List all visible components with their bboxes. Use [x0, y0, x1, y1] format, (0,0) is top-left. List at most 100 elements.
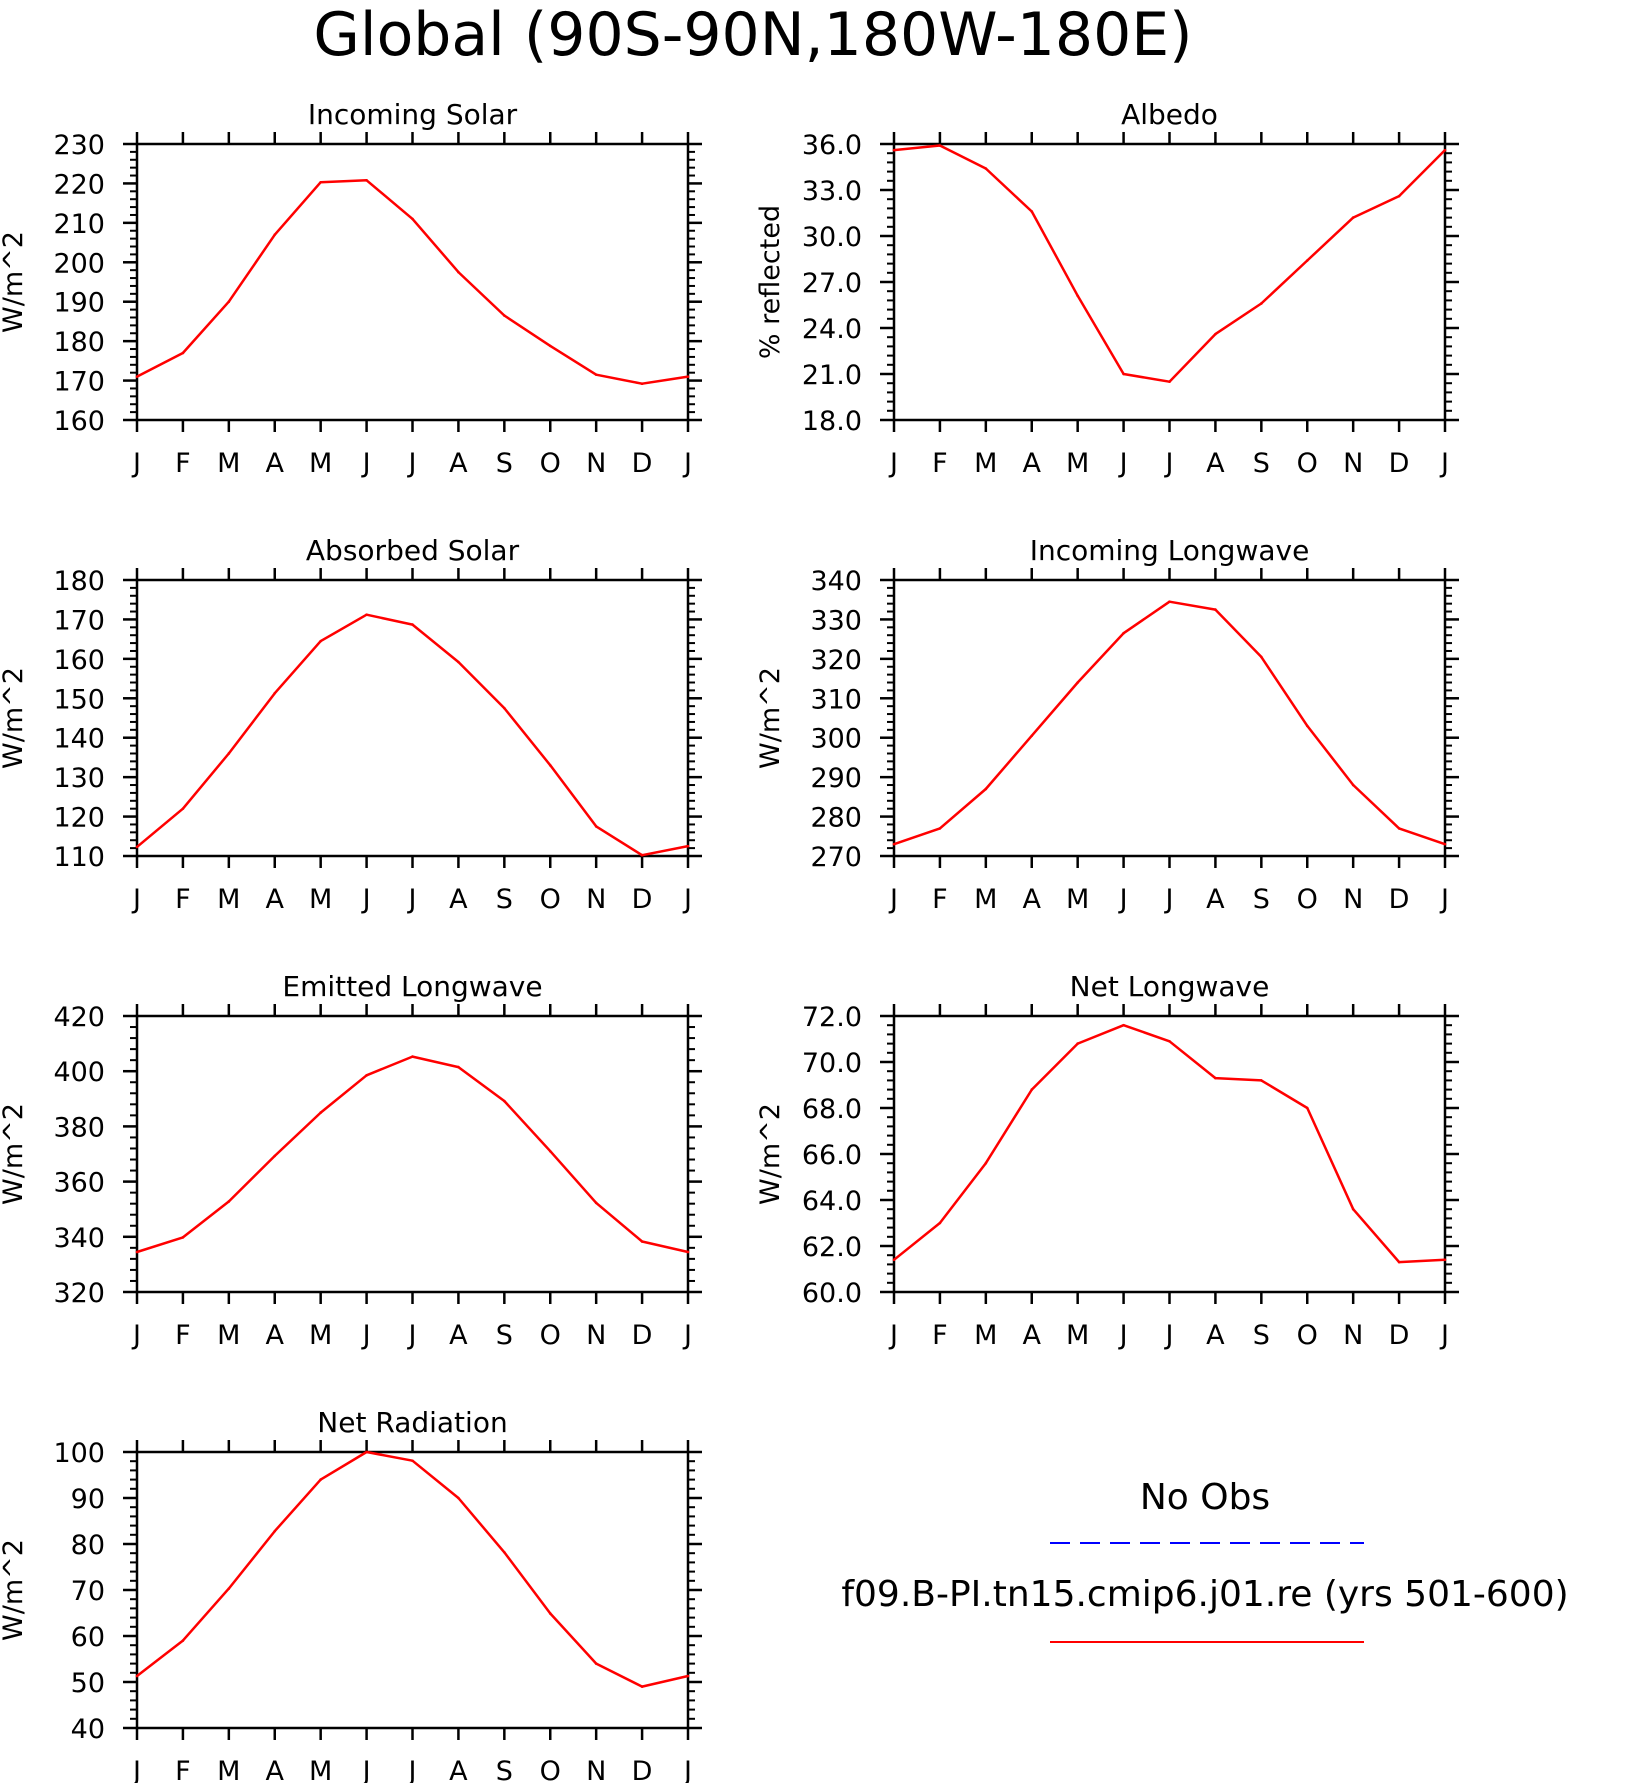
albedo-point	[1214, 332, 1217, 336]
x-tick-label: A	[266, 1320, 285, 1351]
emitted-longwave-ylabel: W/m^2	[0, 1103, 29, 1205]
x-tick-label: O	[540, 448, 561, 479]
emitted-longwave-point	[686, 1250, 690, 1254]
net-longwave-point	[1214, 1076, 1217, 1080]
y-tick-label: 300	[810, 724, 862, 755]
x-tick-label: S	[496, 1756, 513, 1783]
absorbed-solar-point	[365, 613, 368, 616]
net-radiation-point	[135, 1674, 139, 1678]
x-tick-label: A	[1206, 448, 1225, 479]
emitted-longwave-point	[273, 1154, 277, 1158]
emitted-longwave-point	[365, 1074, 368, 1077]
x-tick-label: J	[682, 1320, 692, 1351]
y-tick-label: 27.0	[802, 268, 862, 299]
x-tick-label: J	[1118, 884, 1128, 915]
y-tick-label: 320	[53, 1278, 105, 1309]
y-tick-label: 190	[53, 288, 105, 319]
y-tick-label: 380	[53, 1112, 105, 1143]
net-radiation-title: Net Radiation	[317, 1406, 507, 1439]
y-tick-label: 330	[810, 605, 862, 636]
net-radiation-point	[686, 1674, 690, 1678]
emitted-longwave-point	[457, 1065, 460, 1069]
net-longwave-point	[1168, 1040, 1171, 1043]
absorbed-solar-point	[319, 639, 322, 643]
x-tick-label: J	[1439, 448, 1449, 479]
y-tick-label: 280	[810, 803, 862, 834]
x-tick-label: J	[131, 1756, 141, 1783]
y-tick-label: 110	[53, 842, 105, 873]
x-tick-label: F	[932, 1320, 948, 1351]
net-longwave-point	[892, 1258, 896, 1262]
y-tick-label: 400	[53, 1057, 105, 1088]
albedo-point	[1351, 216, 1355, 219]
emitted-longwave-point	[594, 1201, 598, 1205]
x-tick-label: J	[682, 1756, 692, 1783]
y-tick-label: 230	[53, 130, 105, 161]
incoming-longwave-point	[892, 842, 896, 846]
albedo-point	[1260, 302, 1263, 305]
net-radiation-point	[273, 1529, 277, 1533]
x-tick-label: S	[1253, 884, 1270, 915]
albedo-ylabel: % reflected	[755, 205, 786, 359]
emitted-longwave-point	[181, 1236, 185, 1239]
absorbed-solar-point	[181, 807, 185, 810]
net-longwave-ylabel: W/m^2	[755, 1103, 786, 1205]
incoming-solar-point	[640, 382, 644, 386]
x-tick-label: J	[682, 884, 692, 915]
x-tick-label: A	[1206, 1320, 1225, 1351]
incoming-solar-point	[411, 217, 414, 221]
emitted-longwave-point	[548, 1149, 552, 1153]
x-tick-label: M	[1066, 448, 1089, 479]
incoming-longwave-point	[1305, 724, 1309, 728]
incoming-longwave-point	[1030, 734, 1034, 738]
net-longwave-series-line	[893, 1023, 1446, 1264]
albedo-point	[1443, 148, 1447, 152]
x-tick-label: A	[266, 884, 285, 915]
x-tick-label: S	[1253, 448, 1270, 479]
x-tick-label: M	[309, 1320, 332, 1351]
albedo-point	[984, 167, 988, 170]
y-tick-label: 30.0	[802, 222, 862, 253]
y-tick-label: 320	[810, 645, 862, 676]
net-radiation-point	[181, 1639, 185, 1642]
y-tick-label: 70.0	[802, 1048, 862, 1079]
net-longwave-panel: J F M A M J J A S O N D J60.062.064.066.068.070.072.…	[755, 970, 1459, 1351]
y-tick-label: 170	[53, 605, 105, 636]
x-tick-label: J	[1164, 1320, 1174, 1351]
y-tick-label: 130	[53, 763, 105, 794]
y-tick-label: 62.0	[802, 1232, 862, 1263]
absorbed-solar-point	[686, 844, 690, 848]
y-tick-label: 340	[810, 566, 862, 597]
y-tick-label: 220	[53, 169, 105, 200]
net-longwave-frame	[892, 1014, 1447, 1294]
x-tick-label: M	[974, 448, 997, 479]
x-tick-label: F	[175, 448, 191, 479]
net-radiation-ylabel: W/m^2	[0, 1539, 29, 1641]
x-tick-label: M	[217, 448, 240, 479]
y-tick-label: 420	[53, 1002, 105, 1033]
net-radiation-point	[640, 1685, 644, 1688]
y-tick-label: 170	[53, 367, 105, 398]
x-tick-label: J	[1164, 884, 1174, 915]
x-tick-label: M	[974, 1320, 997, 1351]
absorbed-solar-point	[548, 764, 552, 767]
x-tick-label: O	[540, 884, 561, 915]
x-tick-label: O	[540, 1320, 561, 1351]
x-tick-label: N	[1343, 1320, 1363, 1351]
y-tick-label: 60	[71, 1622, 105, 1653]
x-tick-label: M	[1066, 884, 1089, 915]
x-tick-label: M	[309, 448, 332, 479]
y-tick-label: 270	[810, 842, 862, 873]
emitted-longwave-series-line	[136, 1055, 689, 1254]
net-radiation-point	[227, 1587, 231, 1590]
incoming-solar-point	[135, 375, 139, 378]
y-tick-label: 33.0	[802, 176, 862, 207]
net-radiation-point	[457, 1496, 460, 1500]
absorbed-solar-point	[227, 752, 231, 755]
x-tick-label: F	[175, 1320, 191, 1351]
x-tick-label: M	[974, 884, 997, 915]
x-tick-label: N	[586, 1756, 606, 1783]
x-tick-label: F	[932, 884, 948, 915]
net-longwave-point	[1260, 1079, 1263, 1082]
x-tick-label: J	[407, 448, 417, 479]
